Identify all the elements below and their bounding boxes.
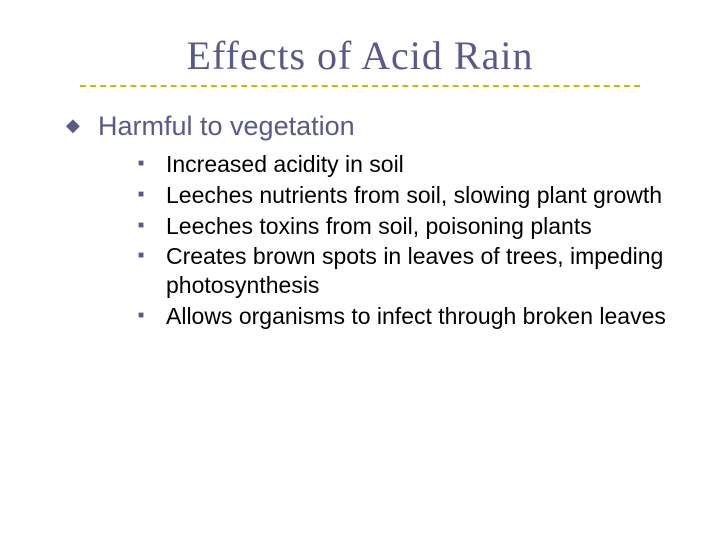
bullet-list-level1: Harmful to vegetation Increased acidity …	[66, 111, 672, 331]
list-item: Leeches toxins from soil, poisoning plan…	[138, 212, 672, 241]
list-item: Increased acidity in soil	[138, 150, 672, 179]
list-item-label: Allows organisms to infect through broke…	[166, 303, 666, 329]
slide: Effects of Acid Rain Harmful to vegetati…	[0, 0, 720, 540]
list-item-label: Creates brown spots in leaves of trees, …	[166, 243, 663, 298]
slide-title: Effects of Acid Rain	[48, 32, 672, 79]
list-item: Creates brown spots in leaves of trees, …	[138, 242, 672, 300]
list-item: Leeches nutrients from soil, slowing pla…	[138, 181, 672, 210]
list-item: Harmful to vegetation Increased acidity …	[66, 111, 672, 331]
list-item-label: Harmful to vegetation	[98, 111, 355, 141]
list-item: Allows organisms to infect through broke…	[138, 302, 672, 331]
list-item-label: Increased acidity in soil	[166, 151, 404, 177]
bullet-list-level2: Increased acidity in soil Leeches nutrie…	[138, 150, 672, 331]
list-item-label: Leeches nutrients from soil, slowing pla…	[166, 182, 662, 208]
list-item-label: Leeches toxins from soil, poisoning plan…	[166, 213, 592, 239]
title-underline	[80, 85, 640, 87]
